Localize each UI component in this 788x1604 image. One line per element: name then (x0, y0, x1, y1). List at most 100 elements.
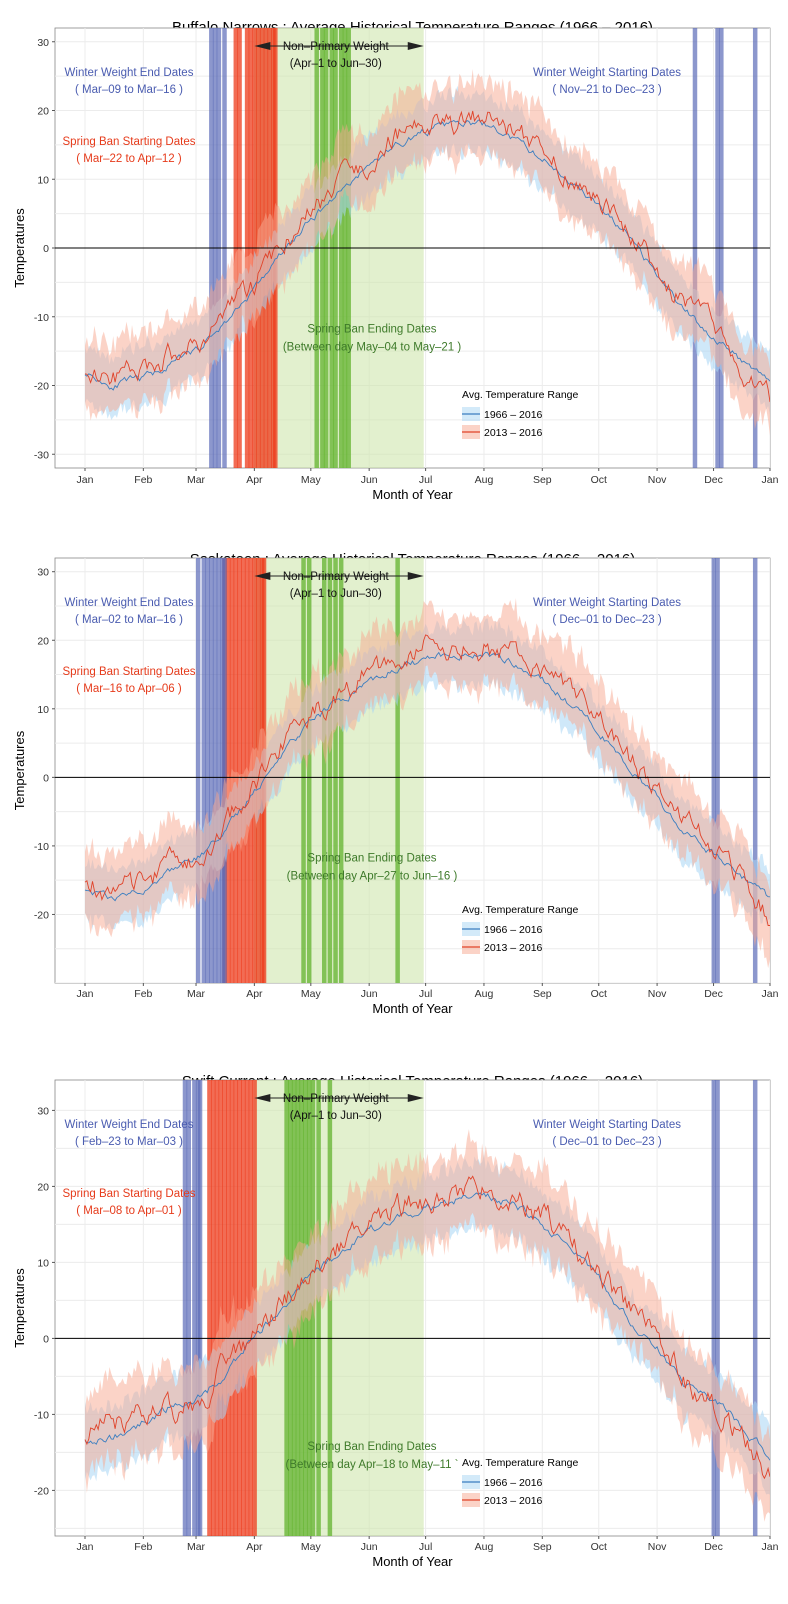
spring-ban-ending-bar (395, 558, 400, 983)
winter-weight-end-bar (216, 558, 222, 983)
y-tick-label: -20 (34, 1485, 49, 1497)
series-line-2013-2016 (84, 1175, 770, 1480)
spring-ban-ending-bar (310, 1080, 316, 1536)
winter-start-title: Winter Weight Starting Dates (533, 67, 681, 79)
winter-weight-end-bar (186, 1080, 192, 1536)
x-tick-label: Mar (187, 988, 206, 1000)
winter-start-title: Winter Weight Starting Dates (533, 597, 681, 609)
x-tick-label: Aug (475, 474, 494, 486)
x-tick-label: May (301, 988, 322, 1000)
x-tick-label: Jun (361, 988, 378, 1000)
legend-entry: 2013 – 2016 (484, 427, 543, 439)
spring-start-title: Spring Ban Starting Dates (63, 666, 196, 678)
spring-ban-starting-bar (214, 1080, 220, 1536)
non-primary-range: (Apr–1 to Jun–30) (290, 58, 382, 70)
spring-ban-ending-bar (321, 558, 327, 983)
arrow-left-icon (254, 572, 271, 580)
legend-title: Avg. Temperature Range (462, 389, 579, 401)
spring-start-range: ( Mar–22 to Apr–12 ) (76, 153, 182, 165)
swift-current-chart: Swift Current : Average Historical Tempe… (12, 1073, 779, 1569)
y-tick-label: -10 (34, 841, 49, 853)
x-tick-label: Jul (419, 474, 432, 486)
y-axis-title: Temperatures (12, 208, 27, 288)
non-primary-label: Non–Primary Weight (283, 571, 390, 583)
winter-weight-end-bar (197, 1080, 203, 1536)
winter-end-range: ( Mar–02 to Mar–16 ) (75, 614, 183, 626)
arrow-right-icon (407, 1094, 424, 1102)
x-tick-label: Nov (648, 988, 667, 1000)
x-axis-title: Month of Year (372, 1554, 453, 1569)
x-tick-label: Oct (591, 1541, 607, 1553)
x-tick-label: Nov (648, 474, 667, 486)
legend-entry: 2013 – 2016 (484, 942, 543, 954)
series-line-2013-2016 (84, 634, 770, 926)
x-tick-label: Apr (246, 988, 263, 1000)
non-primary-label: Non–Primary Weight (283, 1093, 390, 1105)
legend-entry: 1966 – 2016 (484, 409, 543, 421)
non-primary-range: (Apr–1 to Jun–30) (290, 1110, 382, 1122)
arrow-right-icon (407, 42, 424, 50)
x-tick-label: Jul (419, 1541, 432, 1553)
legend: Avg. Temperature Range 1966 – 2016 2013 – … (462, 904, 579, 954)
spring-start-range: ( Mar–08 to Apr–01 ) (76, 1205, 182, 1217)
spring-end-title: Spring Ban Ending Dates (307, 852, 436, 864)
x-tick-label: Jan (77, 988, 94, 1000)
series-line-2013-2016 (84, 110, 770, 403)
y-tick-label: 0 (43, 772, 49, 784)
x-tick-label: Oct (591, 474, 607, 486)
winter-start-range: ( Dec–01 to Dec–23 ) (552, 1136, 661, 1148)
spring-ban-starting-bar (237, 1080, 242, 1536)
x-tick-label: May (301, 474, 322, 486)
plot-area (55, 558, 770, 983)
spring-start-title: Spring Ban Starting Dates (63, 136, 196, 148)
spring-ban-ending-bar (327, 558, 333, 983)
winter-weight-end-bar (205, 558, 210, 983)
x-axis-title: Month of Year (372, 487, 453, 502)
y-tick-label: 20 (37, 635, 49, 647)
legend-entry: 2013 – 2016 (484, 1495, 543, 1507)
winter-weight-end-bar (209, 558, 214, 983)
non-primary-range: (Apr–1 to Jun–30) (290, 588, 382, 600)
x-tick-label: Aug (475, 1541, 494, 1553)
spring-ban-starting-bar (222, 1080, 227, 1536)
x-tick-label: Jul (419, 988, 432, 1000)
y-tick-label: 30 (37, 567, 49, 579)
temperature-band-2013-2016 (85, 1129, 770, 1522)
x-tick-label: Jan (762, 474, 779, 486)
winter-weight-starting-bar (711, 1080, 717, 1536)
x-tick-label: Apr (246, 1541, 263, 1553)
arrow-right-icon (407, 572, 424, 580)
y-tick-label: 20 (37, 1181, 49, 1193)
winter-end-title: Winter Weight End Dates (65, 67, 194, 79)
x-tick-label: Nov (648, 1541, 667, 1553)
x-tick-label: Apr (246, 474, 263, 486)
arrow-left-icon (254, 1094, 271, 1102)
spring-end-range: (Between day May–04 to May–21 ) (283, 341, 462, 353)
y-tick-label: -20 (34, 381, 49, 393)
saskatoon-chart: Saskatoon : Average Historical Temperatu… (12, 551, 779, 1016)
x-tick-label: Jan (77, 1541, 94, 1553)
x-tick-label: Sep (533, 1541, 552, 1553)
winter-end-range: ( Feb–23 to Mar–03 ) (75, 1136, 183, 1148)
x-tick-label: May (301, 1541, 322, 1553)
y-tick-label: 30 (37, 1105, 49, 1117)
winter-start-title: Winter Weight Starting Dates (533, 1119, 681, 1131)
legend-title: Avg. Temperature Range (462, 1457, 579, 1469)
spring-ban-starting-bar (207, 1080, 212, 1536)
winter-weight-starting-bar (752, 1080, 758, 1536)
x-tick-label: Feb (134, 988, 152, 1000)
winter-start-range: ( Dec–01 to Dec–23 ) (552, 614, 661, 626)
buffalo-narrows-chart: Buffalo Narrows : Average Historical Tem… (12, 19, 779, 502)
spring-ban-starting-bar (241, 558, 246, 983)
x-tick-label: Feb (134, 474, 152, 486)
spring-ban-starting-bar (226, 1080, 231, 1536)
y-tick-label: -10 (34, 312, 49, 324)
legend: Avg. Temperature Range 1966 – 2016 2013 – … (462, 389, 579, 439)
plot-area (55, 1080, 770, 1536)
series-line-1966-2016 (84, 651, 770, 902)
spring-start-range: ( Mar–16 to Apr–06 ) (76, 683, 182, 695)
spring-ban-starting-bar (241, 1080, 246, 1536)
y-tick-label: 0 (43, 1333, 49, 1345)
x-tick-label: Jan (77, 474, 94, 486)
